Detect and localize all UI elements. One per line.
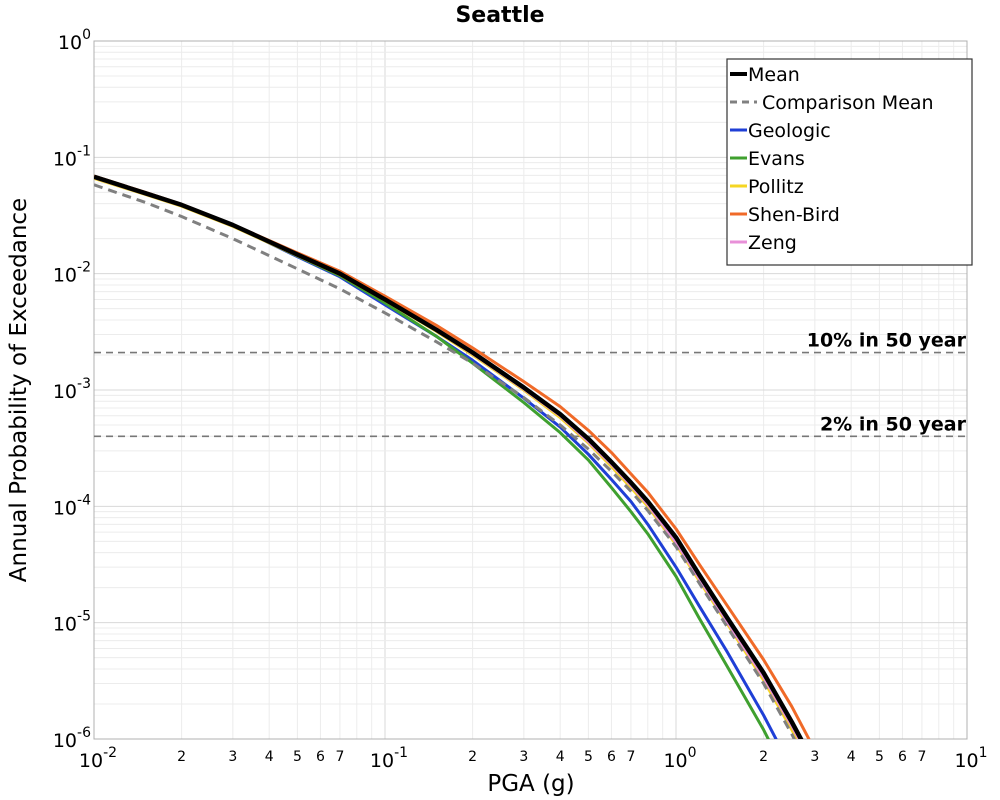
x-minor-tick-label: 3: [519, 749, 528, 765]
y-major-tick-label: 10-5: [53, 609, 91, 636]
plot-frame: [93, 40, 968, 740]
series-lines: [94, 174, 811, 739]
x-minor-tick-label: 2: [759, 749, 768, 765]
x-axis-title: PGA (g): [487, 771, 574, 797]
reference-lines: 10% in 50 year 2% in 50 year: [94, 330, 967, 438]
x-minor-tick-label: 6: [316, 749, 325, 765]
x-minor-tick-label: 3: [228, 749, 237, 765]
x-major-tick-label: 10-1: [370, 745, 408, 772]
legend-box: [726, 58, 973, 266]
x-minor-tick-label: 2: [177, 749, 186, 765]
series-line-mean: [94, 174, 804, 739]
legend-label: Evans: [748, 148, 805, 170]
x-major-tick-label: 101: [954, 745, 987, 772]
y-axis-title: Annual Probability of Exceedance: [6, 198, 32, 582]
x-minor-tick-label: 4: [556, 749, 565, 765]
x-minor-tick-label: 5: [293, 749, 302, 765]
y-major-tick-label: 10-1: [53, 143, 91, 170]
x-minor-tick-label: 3: [810, 749, 819, 765]
x-minor-tick-label: 5: [875, 749, 884, 765]
x-minor-tick-label: 5: [584, 749, 593, 765]
x-minor-tick-label: 4: [265, 749, 274, 765]
x-minor-tick-label: 7: [626, 749, 635, 765]
chart-title: Seattle: [455, 3, 544, 28]
x-minor-tick-label: 2: [468, 749, 477, 765]
y-major-tick-label: 10-2: [53, 260, 91, 287]
x-minor-tick-label: 6: [607, 749, 616, 765]
x-major-tick-label: 100: [663, 745, 696, 772]
legend-label: Mean: [748, 64, 800, 86]
y-major-tick-label: 10-3: [53, 376, 91, 403]
x-minor-tick-label: 7: [917, 749, 926, 765]
legend: Mean Comparison Mean Geologic Evans Pollitz S…: [726, 58, 973, 266]
reference-line-label: 10% in 50 year: [807, 330, 967, 352]
reference-line-label: 2% in 50 year: [820, 413, 967, 435]
x-minor-tick-label: 7: [335, 749, 344, 765]
y-major-tick-label: 10-6: [53, 725, 91, 752]
legend-label: Pollitz: [748, 176, 804, 198]
x-minor-tick-label: 4: [847, 749, 856, 765]
grid-lines: [93, 41, 967, 740]
legend-label: Comparison Mean: [762, 92, 934, 114]
series-line-comparison-mean: [94, 183, 796, 739]
legend-label: Shen-Bird: [748, 204, 840, 226]
y-major-tick-label: 10-4: [53, 492, 91, 519]
y-major-tick-label: 100: [58, 27, 91, 54]
legend-label: Zeng: [748, 232, 797, 254]
x-minor-tick-label: 6: [898, 749, 907, 765]
legend-label: Geologic: [748, 120, 831, 142]
x-major-tick-label: 10-2: [79, 745, 117, 772]
